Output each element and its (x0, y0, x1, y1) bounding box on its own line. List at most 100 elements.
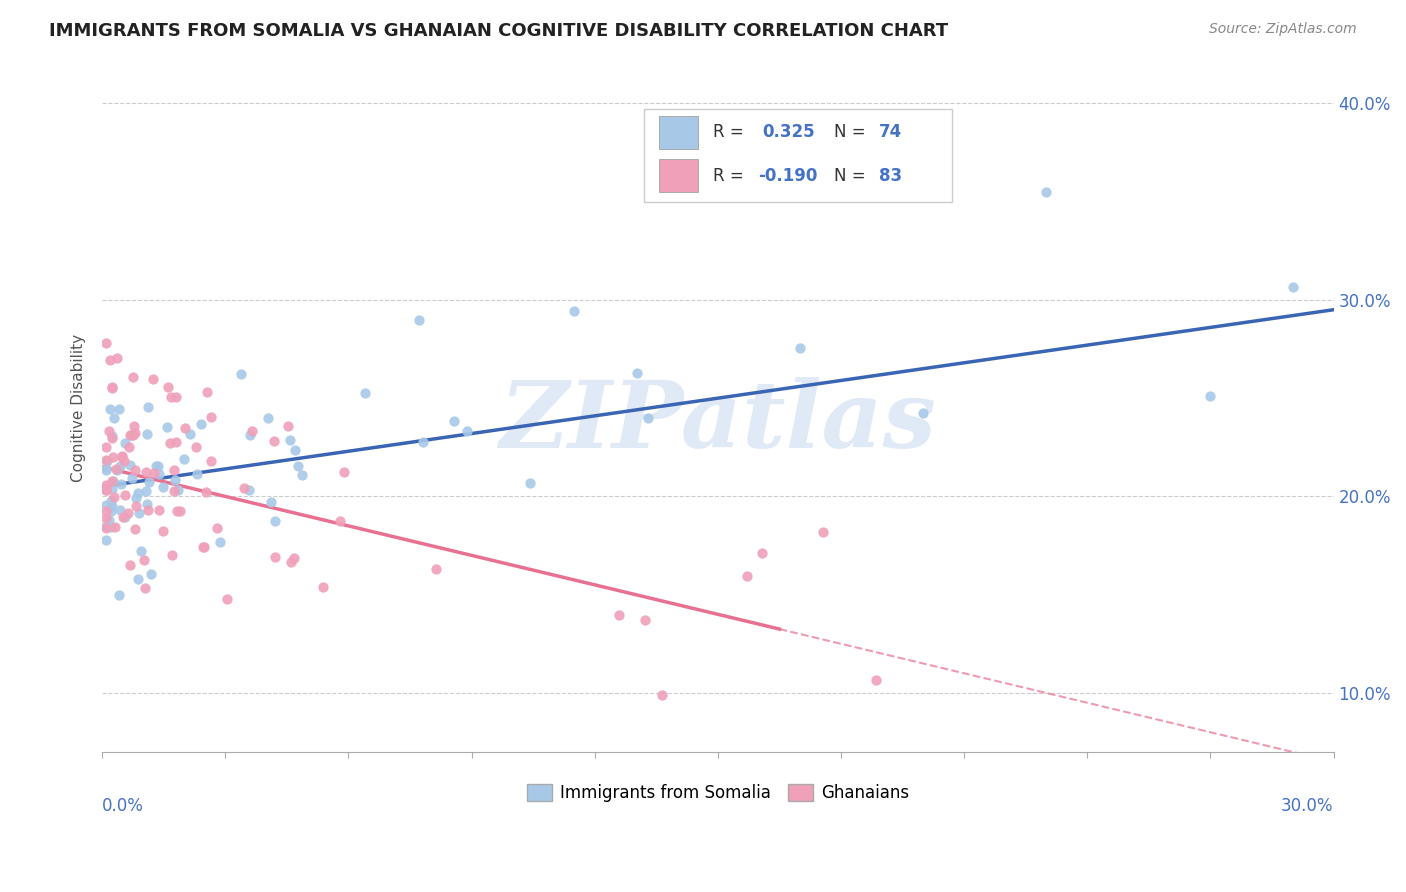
Point (120, 458, 142, 472)
Point (193, 540, 215, 554)
Point (96, 504, 118, 518)
Point (101, 381, 124, 395)
FancyBboxPatch shape (644, 109, 952, 202)
Point (101, 429, 124, 443)
Point (231, 367, 253, 381)
Point (105, 463, 128, 477)
Point (354, 385, 377, 400)
Point (135, 483, 157, 498)
Point (108, 588, 131, 602)
Point (112, 454, 135, 468)
Point (96, 461, 118, 475)
Point (278, 433, 301, 447)
Point (562, 304, 585, 318)
Point (100, 431, 122, 445)
Point (121, 370, 143, 384)
Point (912, 406, 935, 420)
Point (118, 427, 141, 442)
Point (96, 521, 118, 535)
Point (97, 424, 120, 438)
Point (169, 503, 191, 517)
FancyBboxPatch shape (659, 116, 699, 149)
Point (1281, 280, 1303, 294)
Point (136, 502, 159, 516)
Text: 74: 74 (879, 123, 903, 141)
Point (332, 465, 354, 479)
Point (101, 499, 124, 513)
Point (257, 410, 280, 425)
Point (156, 419, 179, 434)
Point (148, 503, 170, 517)
Point (96, 463, 118, 477)
Point (789, 341, 811, 355)
Point (283, 551, 305, 566)
Point (277, 419, 299, 434)
Text: N =: N = (834, 167, 870, 185)
FancyBboxPatch shape (659, 160, 699, 193)
Point (152, 480, 174, 494)
Text: 83: 83 (879, 167, 903, 185)
Text: 30.0%: 30.0% (1281, 797, 1334, 814)
Legend: Immigrants from Somalia, Ghanaians: Immigrants from Somalia, Ghanaians (520, 778, 915, 809)
Point (101, 482, 124, 496)
Point (124, 418, 146, 433)
Point (1035, 185, 1057, 199)
Point (443, 414, 465, 428)
Point (100, 519, 122, 533)
Point (96, 498, 118, 512)
Text: 0.0%: 0.0% (103, 797, 143, 814)
Point (263, 514, 285, 528)
Point (205, 521, 228, 535)
Point (145, 459, 167, 474)
Point (197, 384, 219, 399)
Point (124, 426, 146, 441)
Point (127, 572, 149, 586)
Point (200, 409, 222, 424)
Point (98, 401, 121, 416)
Point (114, 436, 136, 450)
Point (110, 476, 132, 491)
Point (138, 475, 160, 489)
Point (284, 443, 307, 458)
Point (97, 513, 120, 527)
Point (163, 483, 186, 498)
Point (634, 613, 657, 627)
Point (194, 484, 217, 499)
Point (146, 458, 169, 473)
Text: R =: R = (713, 123, 749, 141)
Point (124, 463, 146, 477)
Point (163, 462, 186, 476)
Point (165, 391, 187, 405)
Point (125, 491, 148, 505)
Point (157, 380, 180, 394)
Text: Source: ZipAtlas.com: Source: ZipAtlas.com (1209, 22, 1357, 37)
Point (98, 352, 121, 367)
Text: -0.190: -0.190 (759, 167, 818, 185)
Point (120, 428, 142, 442)
Point (111, 510, 134, 524)
Point (174, 421, 197, 435)
Text: ZIPatlas: ZIPatlas (499, 376, 936, 467)
Point (125, 500, 148, 514)
Point (200, 454, 222, 468)
Point (651, 688, 673, 702)
Point (264, 549, 287, 564)
Point (96, 483, 118, 497)
Point (329, 514, 352, 528)
Point (96, 511, 118, 525)
Point (1199, 389, 1222, 403)
Point (105, 351, 128, 365)
Point (96, 453, 118, 467)
Point (136, 497, 159, 511)
Point (186, 467, 208, 482)
Point (135, 465, 157, 479)
Point (408, 313, 430, 327)
Point (114, 487, 136, 501)
Point (101, 380, 124, 394)
Point (139, 566, 162, 581)
Point (100, 493, 122, 508)
Point (96, 533, 118, 548)
Point (103, 450, 125, 464)
Point (100, 504, 122, 518)
Point (173, 451, 195, 466)
